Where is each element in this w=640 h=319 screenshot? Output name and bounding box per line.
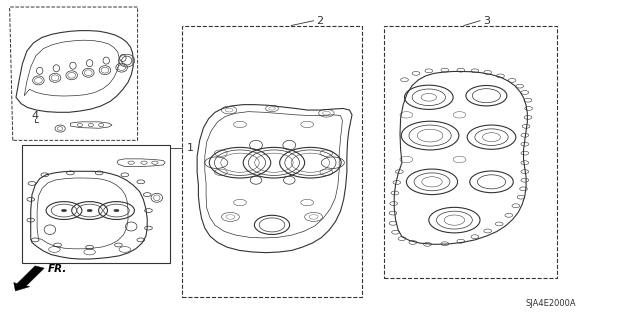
Circle shape (87, 209, 92, 212)
Text: SJA4E2000A: SJA4E2000A (525, 299, 576, 308)
Circle shape (114, 209, 119, 212)
FancyArrow shape (13, 266, 44, 291)
Text: 3: 3 (483, 16, 490, 26)
Circle shape (61, 209, 67, 212)
Text: 2: 2 (316, 16, 324, 26)
Text: 1: 1 (188, 143, 194, 153)
Text: FR.: FR. (48, 263, 67, 274)
Text: 4: 4 (31, 111, 39, 122)
